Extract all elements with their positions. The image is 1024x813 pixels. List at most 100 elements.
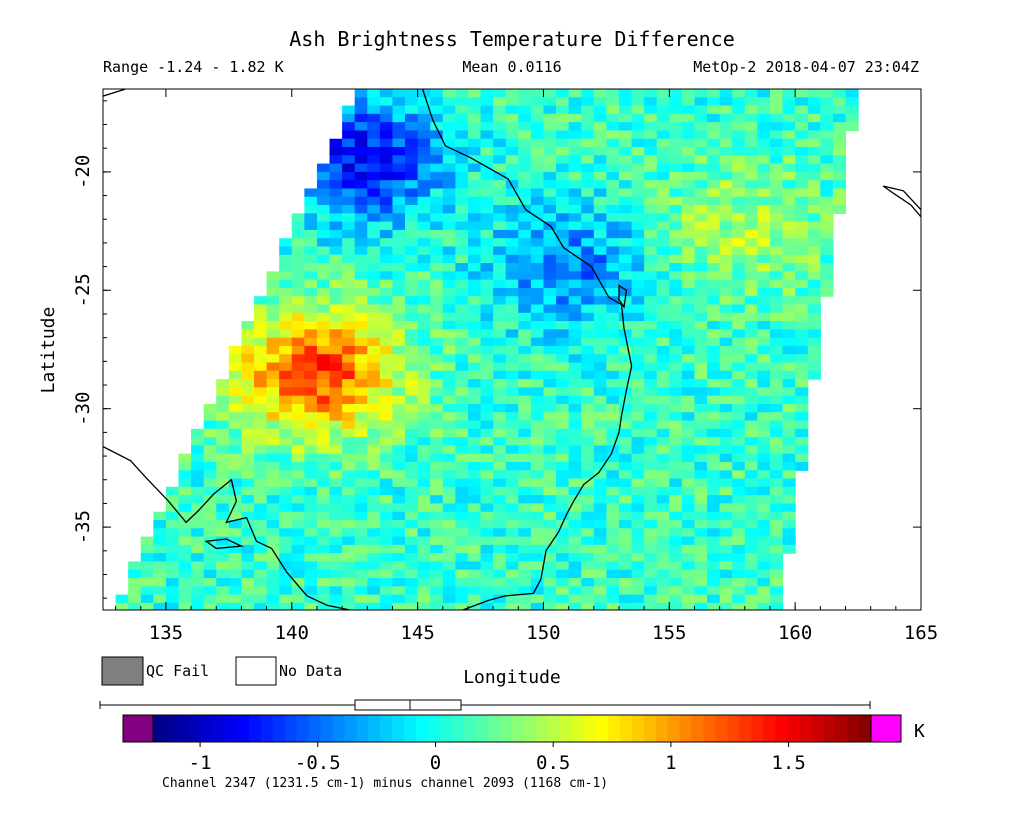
heatmap-cell: [241, 453, 255, 463]
heatmap-cell: [618, 254, 633, 264]
heatmap-cell: [505, 205, 519, 214]
heatmap-cell: [644, 304, 658, 314]
heatmap-cell: [140, 594, 154, 604]
heatmap-cell: [430, 296, 444, 306]
heatmap-cell: [304, 379, 318, 388]
heatmap-cell: [417, 379, 431, 388]
heatmap-cell: [656, 321, 670, 330]
heatmap-cell: [568, 138, 582, 148]
heatmap-cell: [405, 321, 419, 330]
heatmap-cell: [581, 113, 595, 123]
heatmap-cell: [291, 263, 305, 272]
heatmap-cell: [254, 470, 268, 480]
heatmap-cell: [493, 271, 507, 281]
heatmap-cell: [681, 461, 696, 471]
heatmap-cell: [631, 312, 645, 322]
heatmap-cell: [644, 503, 658, 513]
colorbar-ticks: -1 -0.5 0 0.5 1 1.5: [189, 742, 806, 774]
heatmap-cell: [455, 553, 469, 563]
heatmap-cell: [467, 138, 482, 148]
heatmap-cell: [216, 586, 230, 596]
heatmap-cell: [254, 296, 268, 306]
heatmap-cell: [354, 395, 368, 405]
heatmap-cell: [832, 130, 847, 140]
heatmap-cell: [618, 453, 633, 463]
heatmap-cell: [744, 437, 758, 447]
heatmap-cell: [379, 229, 394, 239]
heatmap-cell: [480, 536, 494, 546]
heatmap-cell: [279, 486, 293, 496]
heatmap-cell: [694, 321, 708, 330]
heatmap-cell: [241, 445, 255, 455]
heatmap-cell: [656, 188, 670, 198]
heatmap-cell: [417, 428, 431, 438]
heatmap-cell: [606, 370, 620, 380]
heatmap-cell: [291, 569, 305, 579]
heatmap-cell: [845, 97, 859, 107]
heatmap-cell: [279, 337, 293, 347]
heatmap-cell: [769, 147, 784, 156]
heatmap-cell: [644, 229, 658, 239]
heatmap-cell: [769, 453, 784, 463]
heatmap-cell: [606, 229, 620, 239]
heatmap-cell: [505, 420, 519, 430]
heatmap-cell: [518, 229, 532, 239]
heatmap-cell: [178, 544, 192, 554]
heatmap-cell: [392, 321, 406, 330]
heatmap-cell: [631, 221, 645, 231]
heatmap-cell: [165, 594, 180, 604]
heatmap-cell: [216, 602, 230, 610]
heatmap-cell: [681, 238, 696, 248]
heatmap-cell: [606, 105, 620, 115]
heatmap-cell: [681, 420, 696, 430]
heatmap-cell: [266, 296, 280, 306]
heatmap-cell: [442, 337, 456, 347]
heatmap-cell: [719, 520, 733, 529]
heatmap-cell: [732, 420, 746, 430]
heatmap-cell: [631, 520, 645, 529]
heatmap-cell: [782, 163, 796, 173]
heatmap-cell: [165, 544, 180, 554]
heatmap-cell: [442, 97, 456, 107]
heatmap-cell: [304, 329, 318, 339]
heatmap-cell: [669, 188, 683, 198]
heatmap-cell: [203, 470, 217, 480]
heatmap-cell: [719, 287, 733, 297]
heatmap-cell: [430, 287, 444, 297]
heatmap-cell: [681, 536, 696, 546]
heatmap-cell: [681, 453, 696, 463]
heatmap-cell: [631, 263, 645, 272]
heatmap-cell: [191, 445, 205, 455]
heatmap-cell: [304, 229, 318, 239]
heatmap-cell: [732, 271, 746, 281]
heatmap-cell: [631, 122, 645, 132]
heatmap-cell: [417, 345, 431, 355]
heatmap-cell: [279, 544, 293, 554]
heatmap-cell: [795, 238, 809, 248]
heatmap-cell: [417, 503, 431, 513]
heatmap-cell: [744, 561, 758, 571]
heatmap-cell: [505, 229, 519, 239]
heatmap-cell: [757, 520, 771, 529]
heatmap-cell: [518, 221, 532, 231]
heatmap-cell: [732, 536, 746, 546]
heatmap-cell: [342, 254, 356, 264]
heatmap-cell: [417, 171, 431, 181]
heatmap-cell: [392, 495, 406, 505]
heatmap-cell: [367, 578, 381, 587]
heatmap-cell: [329, 594, 343, 604]
heatmap-cell: [707, 279, 721, 289]
heatmap-cell: [367, 238, 381, 248]
heatmap-cell: [606, 180, 620, 190]
heatmap-cell: [392, 536, 406, 546]
heatmap-cell: [707, 461, 721, 471]
heatmap-cell: [417, 155, 431, 165]
heatmap-cell: [430, 171, 444, 181]
heatmap-cell: [304, 445, 318, 455]
heatmap-cell: [606, 437, 620, 447]
heatmap-cell: [669, 147, 683, 156]
heatmap-cell: [329, 229, 343, 239]
heatmap-cell: [266, 345, 280, 355]
heatmap-cell: [568, 263, 582, 272]
heatmap-cell: [442, 561, 456, 571]
